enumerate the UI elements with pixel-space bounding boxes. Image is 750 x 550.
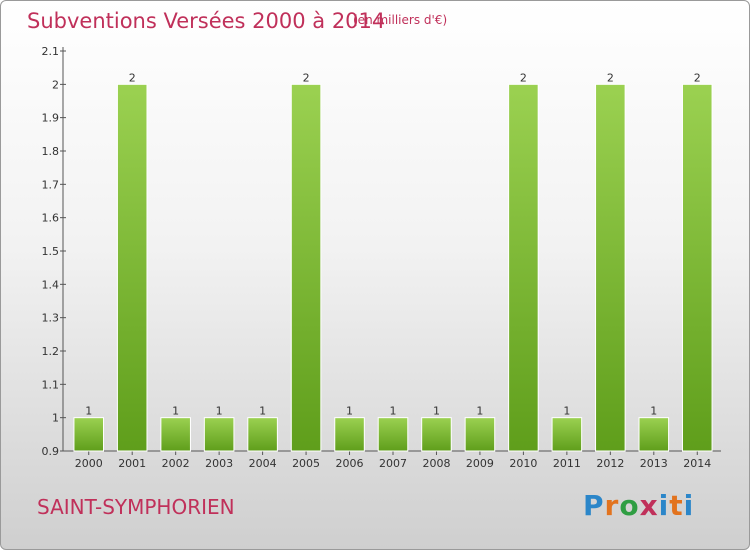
bar-2001: [116, 83, 148, 452]
logo-letter: x: [639, 489, 659, 522]
bar-2000: [73, 417, 105, 452]
bar-2011: [551, 417, 583, 452]
bar-value-label: 1: [85, 405, 92, 418]
x-tick-label: 2009: [466, 457, 494, 470]
bar-2002: [160, 417, 191, 452]
y-tick-label: 1.6: [42, 212, 60, 225]
bar-value-label: 1: [346, 405, 353, 418]
y-tick-label: 1.9: [42, 112, 60, 125]
x-tick-label: 2008: [422, 457, 450, 470]
y-tick-label: 1.7: [42, 178, 60, 191]
bar-2005: [290, 83, 322, 452]
x-tick-label: 2010: [509, 457, 537, 470]
bar-2009: [464, 417, 496, 452]
x-tick-label: 2005: [292, 457, 320, 470]
logo-letter: t: [669, 489, 684, 522]
y-tick-label: 1.5: [42, 245, 60, 258]
y-tick-label: 1.1: [42, 378, 60, 391]
x-tick-label: 2002: [162, 457, 190, 470]
bar-2003: [203, 417, 235, 452]
bar-value-label: 1: [563, 405, 570, 418]
bar-2013: [638, 417, 670, 452]
bar-2007: [377, 417, 409, 452]
bar-value-label: 1: [390, 405, 397, 418]
x-tick-label: 2013: [640, 457, 668, 470]
y-tick-label: 2.1: [42, 45, 60, 58]
logo-letter: i: [683, 489, 695, 522]
x-tick-label: 2006: [336, 457, 364, 470]
x-tick-label: 2007: [379, 457, 407, 470]
y-tick-label: 1.3: [42, 312, 60, 325]
x-tick-label: 2014: [683, 457, 711, 470]
x-tick-label: 2001: [118, 457, 146, 470]
y-tick-label: 0.9: [42, 445, 60, 458]
bar-value-label: 2: [129, 71, 136, 84]
bar-value-label: 1: [172, 405, 179, 418]
bar-value-label: 2: [694, 71, 701, 84]
bar-value-label: 1: [476, 405, 483, 418]
bar-2004: [247, 417, 278, 452]
commune-name: SAINT-SYMPHORIEN: [37, 495, 235, 519]
x-tick-label: 2011: [553, 457, 581, 470]
bar-value-label: 1: [259, 405, 266, 418]
y-tick-label: 1.4: [42, 278, 60, 291]
x-tick-label: 2004: [249, 457, 277, 470]
logo-letter: o: [619, 489, 640, 522]
x-tick-label: 2000: [75, 457, 103, 470]
chart-title: Subventions Versées 2000 à 2014: [27, 9, 386, 33]
bar-value-label: 2: [303, 71, 310, 84]
bar-2010: [508, 83, 539, 452]
bar-value-label: 1: [216, 405, 223, 418]
x-tick-label: 2012: [596, 457, 624, 470]
y-tick-label: 1.8: [42, 145, 60, 158]
logo-letter: i: [658, 489, 670, 522]
bar-2006: [334, 417, 365, 452]
y-tick-label: 2: [52, 78, 59, 91]
y-tick-label: 1: [52, 412, 59, 425]
bar-2014: [681, 83, 713, 452]
x-tick-label: 2003: [205, 457, 233, 470]
y-tick-label: 1.2: [42, 345, 60, 358]
bar-value-label: 1: [650, 405, 657, 418]
logo-letter: P: [583, 489, 605, 522]
bar-2008: [421, 417, 452, 452]
proxiti-logo: Proxiti: [583, 489, 694, 522]
bar-value-label: 2: [607, 71, 614, 84]
chart-subtitle: (en milliers d'€): [353, 13, 448, 27]
bar-value-label: 1: [433, 405, 440, 418]
bar-2012: [595, 83, 626, 452]
logo-letter: r: [604, 489, 620, 522]
bar-value-label: 2: [520, 71, 527, 84]
